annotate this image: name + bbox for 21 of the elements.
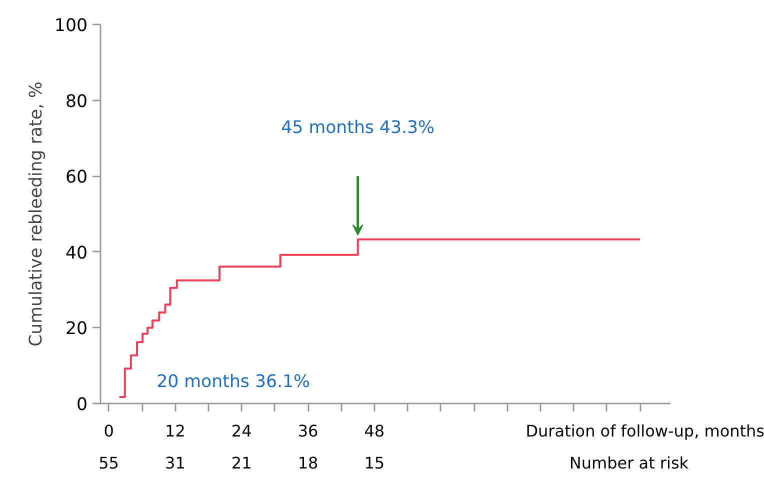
y-axis-title: Cumulative rebleeding rate, % xyxy=(26,82,46,346)
x-tick-label: 48 xyxy=(364,422,385,440)
text: 15 xyxy=(364,454,385,472)
x-tick-label: 24 xyxy=(231,422,252,440)
y-tick-label: 80 xyxy=(65,92,88,112)
text: 31 xyxy=(165,454,186,472)
y-tick-label: 60 xyxy=(65,168,88,188)
x-tick-label: 0 xyxy=(104,422,114,440)
y-tick-label: 100 xyxy=(54,16,88,36)
text: Number at risk xyxy=(569,454,690,472)
text: 55 xyxy=(98,454,119,472)
annotation: 20 months 36.1% xyxy=(156,372,310,392)
y-tick-label: 0 xyxy=(76,395,88,415)
x-tick-label: 36 xyxy=(298,422,318,440)
annotation: 45 months 43.3% xyxy=(281,118,435,138)
text: 21 xyxy=(231,454,252,472)
x-tick-label: 12 xyxy=(165,422,186,440)
x-axis-title: Duration of follow-up, months xyxy=(526,422,764,440)
y-tick-label: 20 xyxy=(65,319,88,340)
text: 18 xyxy=(298,454,318,472)
y-tick-label: 40 xyxy=(65,243,88,264)
